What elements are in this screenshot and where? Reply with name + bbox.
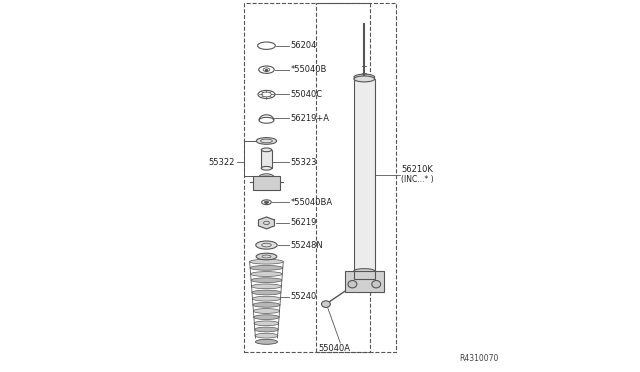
- Ellipse shape: [253, 302, 280, 307]
- Ellipse shape: [255, 339, 278, 344]
- Ellipse shape: [256, 138, 276, 144]
- Ellipse shape: [255, 333, 278, 338]
- Bar: [316, 3, 396, 352]
- Text: (INC...* ): (INC...* ): [401, 175, 434, 184]
- Ellipse shape: [250, 266, 283, 270]
- Ellipse shape: [251, 278, 282, 283]
- Text: 55322: 55322: [209, 157, 235, 167]
- Polygon shape: [259, 217, 275, 229]
- Ellipse shape: [253, 309, 280, 313]
- Ellipse shape: [252, 290, 281, 295]
- Ellipse shape: [253, 315, 279, 320]
- Ellipse shape: [254, 321, 279, 326]
- Text: 55040C: 55040C: [291, 90, 323, 99]
- Bar: [244, 3, 370, 352]
- Ellipse shape: [372, 280, 381, 288]
- Text: R4310070: R4310070: [460, 354, 499, 363]
- Ellipse shape: [256, 241, 277, 249]
- Ellipse shape: [354, 269, 374, 273]
- Bar: [345, 271, 383, 292]
- Bar: [354, 271, 374, 279]
- Text: *55040B: *55040B: [291, 65, 327, 74]
- Text: 56219+A: 56219+A: [291, 114, 330, 123]
- Text: 55248N: 55248N: [291, 241, 323, 250]
- Ellipse shape: [348, 280, 357, 288]
- Ellipse shape: [321, 301, 330, 307]
- Bar: [354, 79, 374, 271]
- Ellipse shape: [250, 259, 284, 264]
- Text: 56219: 56219: [291, 218, 317, 227]
- Ellipse shape: [255, 339, 278, 344]
- Ellipse shape: [354, 76, 374, 82]
- Text: *55040BA: *55040BA: [291, 198, 333, 207]
- Text: 55323: 55323: [291, 157, 317, 167]
- Ellipse shape: [252, 284, 282, 289]
- Ellipse shape: [261, 148, 271, 152]
- Ellipse shape: [261, 166, 271, 170]
- Text: 56204: 56204: [291, 41, 317, 50]
- Text: 55040A: 55040A: [319, 344, 351, 353]
- Ellipse shape: [256, 253, 277, 260]
- Ellipse shape: [255, 327, 278, 332]
- Ellipse shape: [252, 296, 280, 301]
- Ellipse shape: [250, 272, 282, 276]
- Text: 56210K: 56210K: [401, 165, 433, 174]
- Bar: [253, 176, 280, 190]
- Ellipse shape: [354, 74, 374, 80]
- Bar: [261, 150, 271, 168]
- Text: 55240: 55240: [291, 292, 317, 301]
